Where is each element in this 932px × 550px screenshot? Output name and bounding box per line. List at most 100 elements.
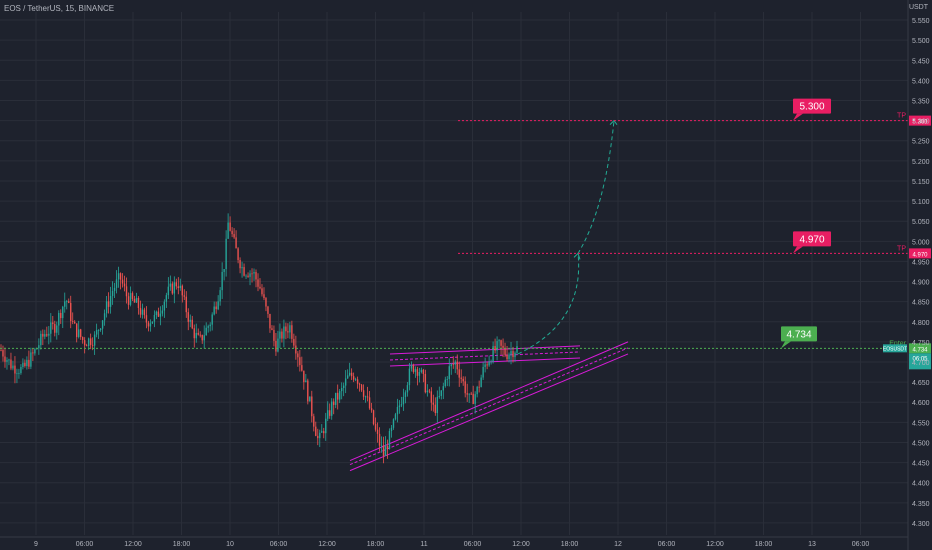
candle-body bbox=[64, 301, 66, 307]
x-tick-label: 12:00 bbox=[512, 541, 530, 548]
candle-body bbox=[436, 396, 439, 414]
candle-body bbox=[325, 418, 327, 434]
candle-body bbox=[119, 273, 122, 280]
candle-body bbox=[378, 433, 381, 446]
candle-body bbox=[193, 328, 195, 339]
candle-body bbox=[350, 372, 353, 377]
candle-body bbox=[430, 391, 433, 403]
candle-body bbox=[392, 419, 395, 428]
y-tick-label: 5.200 bbox=[912, 159, 930, 166]
candle-body bbox=[434, 404, 437, 414]
candle-body bbox=[141, 309, 144, 315]
candle-body bbox=[167, 286, 170, 296]
candle-body bbox=[297, 353, 299, 358]
candle-body bbox=[285, 326, 287, 332]
x-tick-label: 18:00 bbox=[367, 541, 385, 548]
candle-body bbox=[205, 327, 207, 336]
candle-body bbox=[115, 279, 118, 288]
y-tick-label: 4.800 bbox=[912, 320, 930, 327]
candle-body bbox=[66, 301, 68, 302]
candle-body bbox=[34, 349, 36, 354]
candle-body bbox=[137, 297, 140, 309]
candle-body bbox=[384, 446, 387, 456]
callout-value: 5.300 bbox=[799, 102, 824, 113]
candle-body bbox=[333, 401, 335, 405]
candle-body bbox=[209, 324, 211, 327]
y-tick-label: 5.450 bbox=[912, 58, 930, 65]
candle-body bbox=[348, 372, 351, 376]
y-tick-label: 5.500 bbox=[912, 38, 930, 45]
candle-body bbox=[38, 345, 40, 349]
callout-box bbox=[793, 231, 831, 247]
candle-body bbox=[468, 393, 470, 395]
candle-body bbox=[231, 230, 233, 235]
x-tick-label: 18:00 bbox=[173, 541, 191, 548]
candle-body bbox=[319, 432, 321, 439]
candle-body bbox=[450, 364, 452, 367]
candle-body bbox=[366, 396, 369, 398]
tp-tag: TP bbox=[897, 113, 906, 120]
candle-body bbox=[287, 331, 289, 333]
y-tick-label: 5.150 bbox=[912, 179, 930, 186]
x-tick-label: 18:00 bbox=[561, 541, 579, 548]
candle-body bbox=[123, 283, 126, 287]
candle-body bbox=[91, 344, 94, 346]
candle-body bbox=[219, 290, 221, 302]
candle-body bbox=[211, 314, 213, 325]
candle-body bbox=[195, 332, 197, 339]
symbol-marker bbox=[883, 344, 907, 353]
candle-body bbox=[500, 340, 502, 346]
candle-body bbox=[189, 319, 191, 322]
candle-body bbox=[249, 273, 251, 277]
candle-body bbox=[346, 375, 349, 379]
y-tick-label: 4.750 bbox=[912, 340, 930, 347]
candle-body bbox=[360, 384, 363, 391]
y-tick-label: 4.650 bbox=[912, 380, 930, 387]
y-tick-label: 5.050 bbox=[912, 219, 930, 226]
x-tick-label: 13 bbox=[808, 541, 816, 548]
candle-body bbox=[506, 354, 508, 360]
symbol-label: EOSUSDT bbox=[883, 346, 907, 352]
candle-body bbox=[50, 322, 52, 334]
candle-body bbox=[289, 325, 291, 333]
candle-body bbox=[279, 331, 281, 339]
candle-body bbox=[155, 311, 158, 316]
candle-body bbox=[149, 323, 152, 327]
candle-body bbox=[44, 334, 46, 337]
candle-body bbox=[402, 396, 405, 405]
projection-path bbox=[517, 120, 615, 355]
candle-body bbox=[77, 329, 80, 337]
candle-body bbox=[215, 306, 217, 310]
candle-body bbox=[239, 260, 241, 269]
y-tick-label: 4.350 bbox=[912, 501, 930, 508]
y-tick-label: 5.300 bbox=[912, 119, 930, 126]
y-tick-label: 5.100 bbox=[912, 199, 930, 206]
candle-body bbox=[338, 391, 341, 400]
currency-label: USDT bbox=[908, 4, 928, 11]
candle-body bbox=[356, 379, 359, 384]
level-lines: 5.300 TP 5.300 4.970 TP 4.970 4.734 Enter 4.734 E… bbox=[0, 98, 931, 370]
candle-body bbox=[117, 273, 120, 280]
candle-body bbox=[440, 390, 442, 396]
candle-body bbox=[83, 340, 86, 346]
callout-value: 4.970 bbox=[799, 234, 824, 245]
x-tick-label: 18:00 bbox=[755, 541, 773, 548]
callout-box bbox=[781, 326, 817, 342]
candle-body bbox=[358, 383, 361, 385]
entry-tag: Enter bbox=[889, 340, 906, 347]
candle-body bbox=[6, 360, 8, 362]
candle-body bbox=[241, 267, 243, 269]
y-tick-label: 5.400 bbox=[912, 78, 930, 85]
candle-body bbox=[486, 364, 488, 366]
candle-body bbox=[251, 273, 253, 275]
candle-body bbox=[24, 362, 26, 367]
candle-body bbox=[203, 335, 205, 341]
candle-body bbox=[58, 312, 60, 326]
candle-body bbox=[261, 288, 263, 295]
candle-body bbox=[255, 272, 257, 280]
candle-body bbox=[470, 393, 472, 395]
projection-arrow bbox=[573, 252, 581, 260]
candle-body bbox=[303, 370, 305, 383]
candle-body bbox=[129, 293, 132, 305]
